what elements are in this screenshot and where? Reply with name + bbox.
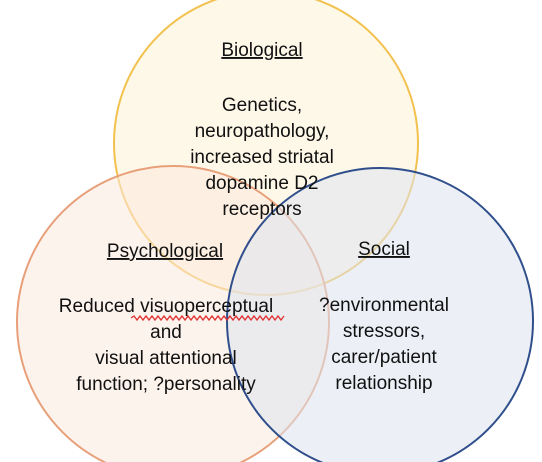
social-title: Social [358,239,410,260]
biological-line-2: neuropathology, [195,121,330,142]
psychological-line-3: visual attentional [95,348,237,369]
biological-line-5: receptors [222,199,301,220]
biological-line-3: increased striatal [190,147,334,168]
psychological-line-1: Reduced visuoperceptual [59,296,273,317]
psychological-line-2: and [150,322,182,343]
spellcheck-squiggle [130,314,285,322]
psychological-title: Psychological [107,241,223,262]
psychological-line-4: function; ?personality [76,374,256,395]
biological-title: Biological [221,40,302,61]
social-line-3: carer/patient [331,347,437,368]
social-line-1: ?environmental [319,295,449,316]
social-line-2: stressors, [343,321,425,342]
social-line-4: relationship [335,373,432,394]
biological-line-1: Genetics, [222,95,302,116]
biological-line-4: dopamine D2 [205,173,318,194]
